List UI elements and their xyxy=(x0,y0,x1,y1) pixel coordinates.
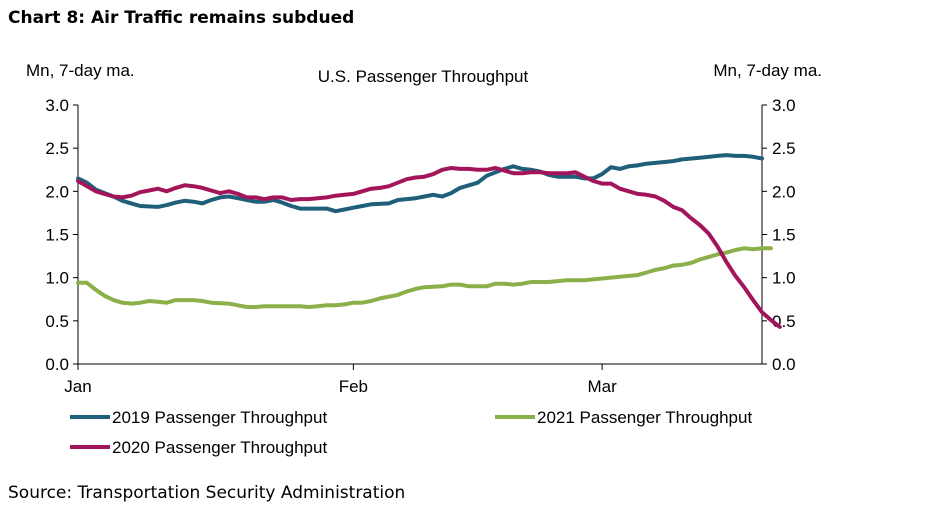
series-line-3 xyxy=(76,166,782,329)
legend-label-1: 2019 Passenger Throughput xyxy=(112,408,327,427)
y-tick-label-right: 2.0 xyxy=(772,182,796,201)
y-tick-label-right: 3.0 xyxy=(772,96,796,115)
y-tick-label-left: 0.0 xyxy=(45,355,69,374)
y-tick-label-left: 3.0 xyxy=(45,96,69,115)
series-layer xyxy=(76,153,782,329)
legend-label-3: 2020 Passenger Throughput xyxy=(112,438,327,457)
y-tick-label-right: 2.5 xyxy=(772,139,796,158)
chart-plot-title: U.S. Passenger Throughput xyxy=(318,67,529,86)
y-tick-label-left: 1.5 xyxy=(45,226,69,245)
y-tick-label-left: 2.0 xyxy=(45,182,69,201)
y-tick-label-right: 0.0 xyxy=(772,355,796,374)
legend: 2019 Passenger Throughput 2021 Passenger … xyxy=(70,408,752,457)
series-line-1 xyxy=(76,153,764,214)
x-tick-label: Jan xyxy=(64,377,91,396)
y-axis-label-right: Mn, 7-day ma. xyxy=(713,61,822,80)
y-tick-label-right: 1.5 xyxy=(772,226,796,245)
x-tick-label: Feb xyxy=(339,377,368,396)
y-tick-label-right: 1.0 xyxy=(772,269,796,288)
y-tick-label-left: 1.0 xyxy=(45,269,69,288)
y-axis-label-left: Mn, 7-day ma. xyxy=(26,61,135,80)
y-ticks-left: 0.0 0.5 1.0 1.5 2.0 2.5 3.0 xyxy=(45,96,78,374)
y-tick-label-left: 0.5 xyxy=(45,312,69,331)
y-tick-label-left: 2.5 xyxy=(45,139,69,158)
series-line-2 xyxy=(76,246,773,309)
x-ticks: Jan Feb Mar xyxy=(64,364,617,396)
x-tick-label: Mar xyxy=(587,377,617,396)
y-ticks-right: 0.00.51.01.52.02.53.0 xyxy=(762,96,796,374)
chart-title: Chart 8: Air Traffic remains subdued xyxy=(8,8,355,28)
legend-label-2: 2021 Passenger Throughput xyxy=(537,408,752,427)
source-note: Source: Transportation Security Administ… xyxy=(8,483,406,503)
chart: U.S. Passenger Throughput Mn, 7-day ma. … xyxy=(26,61,822,457)
